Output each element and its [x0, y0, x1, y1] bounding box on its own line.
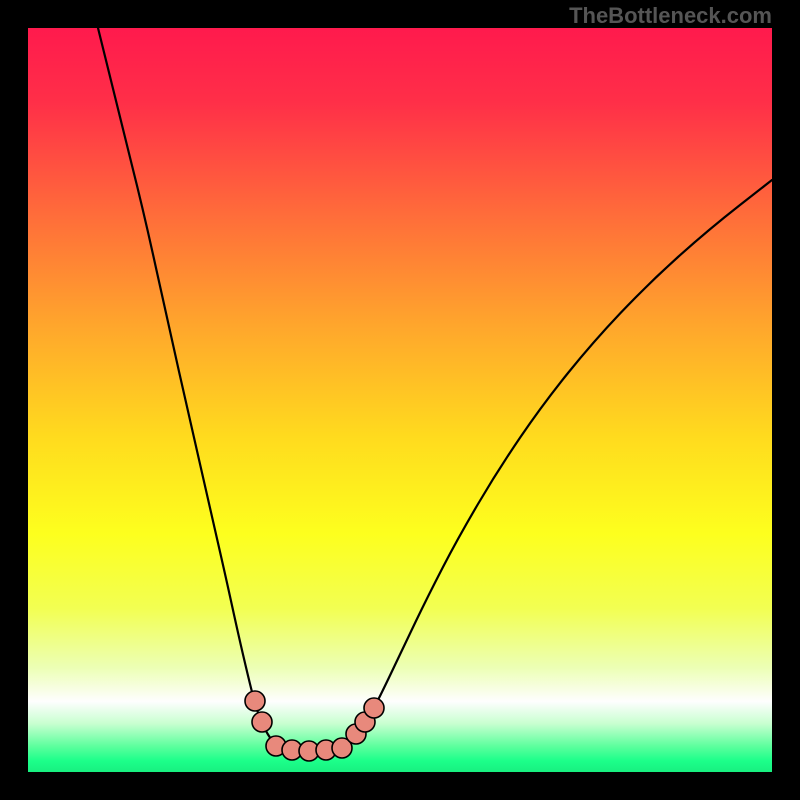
watermark-text: TheBottleneck.com: [569, 3, 772, 29]
chart-svg: [28, 28, 772, 772]
chart-container: TheBottleneck.com: [0, 0, 800, 800]
plot-area: [28, 28, 772, 772]
